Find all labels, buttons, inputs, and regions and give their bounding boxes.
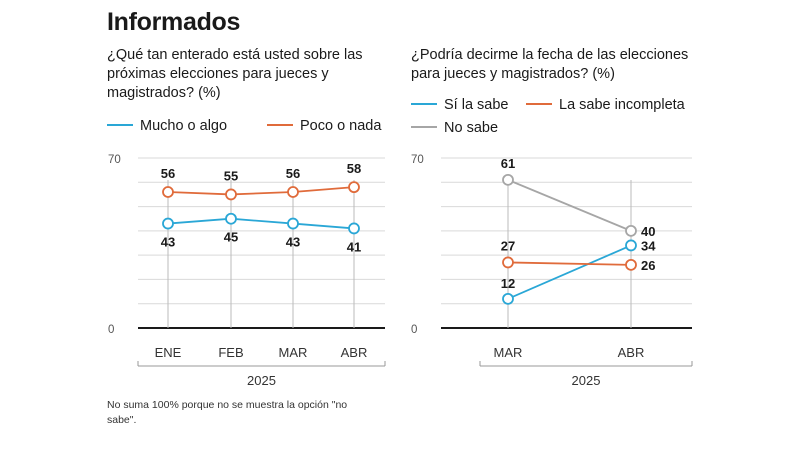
data-point (502, 292, 514, 305)
legend-item-no-sabe: No sabe (411, 120, 498, 136)
x-tick-label: ABR (618, 345, 645, 360)
series-line (167, 186, 355, 196)
data-label: 61 (501, 156, 515, 171)
data-point (287, 186, 299, 198)
legend-swatch (411, 103, 437, 106)
data-point (225, 212, 237, 225)
x-tick-label: FEB (218, 345, 243, 360)
legend-label: La sabe incompleta (559, 97, 685, 113)
data-point (348, 181, 360, 194)
y-tick-label-min: 0 (108, 324, 114, 336)
y-tick-label-max: 70 (108, 154, 121, 166)
legend-label: Poco o nada (300, 118, 382, 134)
legend-item-mucho-o-algo: Mucho o algo (107, 118, 227, 134)
chart-1-question: ¿Qué tan enterado está usted sobre las p… (107, 47, 363, 101)
x-tick-label: MAR (494, 345, 523, 360)
data-label: 56 (161, 166, 175, 181)
data-label: 27 (501, 238, 515, 253)
data-point (225, 188, 237, 201)
x-tick-label: ABR (341, 345, 368, 360)
series-line (167, 217, 355, 230)
data-point (502, 173, 514, 186)
legend-swatch (107, 124, 133, 127)
data-point (502, 256, 514, 269)
legend-swatch (526, 103, 552, 106)
series-line (507, 261, 632, 266)
data-point (162, 217, 174, 230)
data-point (625, 258, 637, 271)
y-tick-label-max: 70 (411, 154, 424, 166)
x-axis-label: 2025 (572, 373, 601, 388)
footnote: No suma 100% porque no se muestra la opc… (107, 399, 348, 426)
legend-swatch (267, 124, 293, 127)
data-label: 43 (161, 235, 175, 250)
data-label: 26 (641, 258, 655, 273)
y-tick-label-min: 0 (411, 324, 417, 336)
legend-label: Sí la sabe (444, 97, 509, 113)
page-title: Informados (107, 8, 241, 36)
data-label: 40 (641, 224, 655, 239)
x-tick-label: ENE (155, 345, 182, 360)
data-label: 12 (501, 276, 515, 291)
data-point (348, 222, 360, 235)
chart-2: 70 0 MAR ABR 2025 12 34 27 26 61 40 (411, 154, 693, 388)
x-axis-label: 2025 (247, 373, 276, 388)
data-label: 56 (286, 166, 300, 181)
legend-item-si-la-sabe: Sí la sabe (411, 97, 509, 113)
legend-swatch (411, 126, 437, 129)
series-line (507, 244, 632, 300)
series-line (507, 179, 632, 232)
data-label: 58 (347, 161, 361, 176)
data-label: 43 (286, 235, 300, 250)
legend-item-poco-o-nada: Poco o nada (267, 118, 381, 134)
legend-label: No sabe (444, 120, 499, 136)
chart-1: 70 0 ENE FEB MAR ABR 2025 43 45 43 41 56 55 56 58 (108, 154, 386, 388)
data-point (625, 224, 637, 237)
legend-label: Mucho o algo (140, 118, 228, 134)
data-point (162, 186, 174, 198)
data-label: 55 (224, 168, 238, 183)
chart-2-question: ¿Podría decirme la fecha de las eleccion… (411, 47, 689, 82)
x-tick-label: MAR (279, 345, 308, 360)
legend-item-la-sabe-incompleta: La sabe incompleta (526, 97, 685, 113)
data-point (625, 239, 637, 252)
data-label: 34 (641, 238, 656, 253)
data-label: 41 (347, 239, 361, 254)
data-label: 45 (224, 230, 238, 245)
data-point (287, 217, 299, 230)
